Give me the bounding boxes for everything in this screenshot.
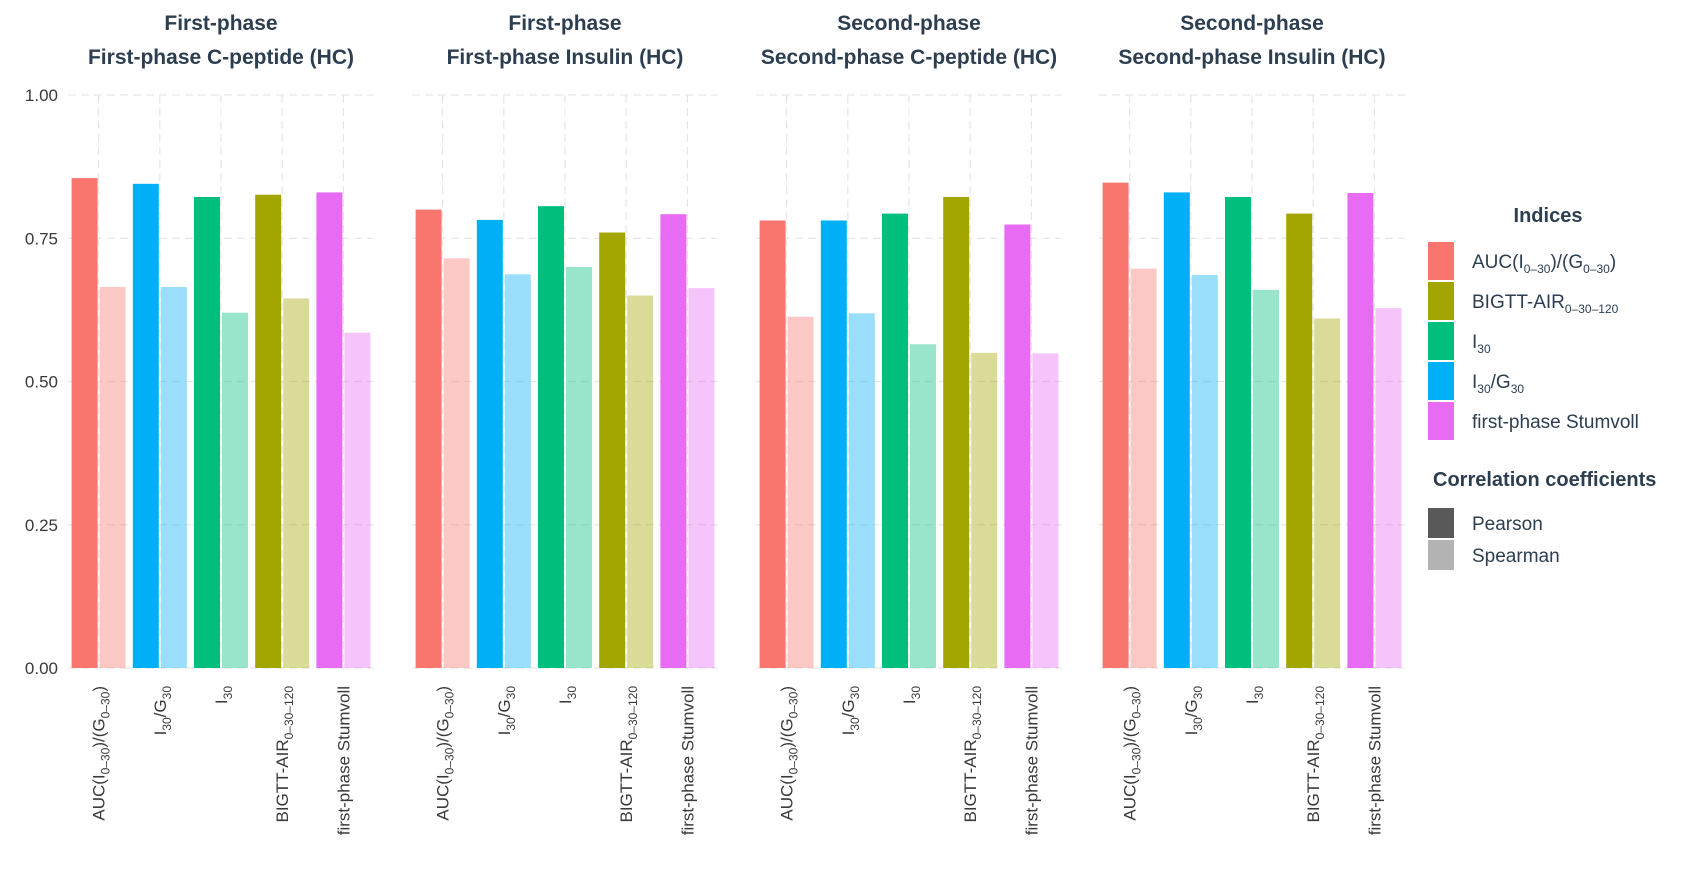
bar-spearman: [283, 298, 310, 668]
bar-spearman: [1253, 289, 1279, 668]
legend-label-indices: I30/G30: [1472, 372, 1524, 396]
panel-title-line2: Second-phase C-peptide (HC): [761, 46, 1057, 69]
bar-spearman: [160, 286, 187, 668]
panel-title-line1: Second-phase: [837, 12, 981, 35]
x-tick-label: I30: [900, 686, 923, 704]
legend-key-indices: [1428, 362, 1454, 400]
x-tick-label: AUC(I0–30)/(G0–30): [90, 686, 113, 821]
panel-1: First-phase First-phase C-peptide (HC) AUC…: [68, 12, 374, 835]
legend-label-indices: BIGTT-AIR0–30–120: [1472, 292, 1619, 316]
legend-key-indices: [1428, 322, 1454, 360]
bar-pearson: [194, 196, 220, 668]
bar-spearman: [787, 316, 814, 668]
bar-spearman: [222, 312, 248, 668]
x-tick-label: first-phase Stumvoll: [1365, 686, 1384, 835]
panel-title-line2: First-phase C-peptide (HC): [88, 46, 354, 69]
bar-spearman: [910, 344, 936, 668]
bar-pearson: [132, 183, 159, 668]
bar-pearson: [538, 206, 564, 669]
bar-pearson: [1102, 182, 1129, 668]
x-tick-label: BIGTT-AIR0–30–120: [961, 686, 984, 823]
legend-title-correlation: Correlation coefficients: [1433, 469, 1656, 491]
x-tick-label: AUC(I0–30)/(G0–30): [778, 686, 801, 821]
bar-pearson: [1004, 224, 1031, 669]
bar-pearson: [660, 214, 687, 668]
bar-spearman: [99, 286, 126, 668]
legend-label-correlation: Spearman: [1472, 546, 1560, 567]
bar-pearson: [1163, 192, 1190, 668]
legend-key-indices: [1428, 402, 1454, 440]
panel-title-line2: Second-phase Insulin (HC): [1118, 46, 1385, 69]
y-tick-label: 0.25: [25, 516, 58, 535]
bar-pearson: [1225, 196, 1251, 668]
y-tick-label: 0.00: [25, 659, 58, 678]
panel-title-line2: First-phase Insulin (HC): [447, 46, 684, 69]
legend-key-indices: [1428, 242, 1454, 280]
bar-spearman: [1130, 268, 1157, 668]
bar-pearson: [882, 213, 908, 668]
x-tick-label: I30/G30: [151, 686, 174, 736]
legend-key-correlation: [1428, 508, 1454, 538]
bar-pearson: [599, 232, 626, 668]
bar-pearson: [316, 192, 343, 668]
x-tick-label: first-phase Stumvoll: [678, 686, 697, 835]
y-tick-label: 0.50: [25, 373, 58, 392]
x-tick-label: I30/G30: [839, 686, 862, 736]
legend-key-correlation: [1428, 540, 1454, 570]
legend-title-indices: Indices: [1514, 205, 1583, 227]
x-tick-label: first-phase Stumvoll: [334, 686, 353, 835]
panel-title-line1: First-phase: [164, 12, 277, 35]
y-tick-label: 0.75: [25, 229, 58, 248]
legend-label-indices: I30: [1472, 332, 1491, 356]
panel-3: Second-phase Second-phase C-peptide (HC) A…: [756, 12, 1062, 835]
bar-pearson: [415, 209, 442, 668]
bar-spearman: [848, 313, 875, 668]
bar-spearman: [1375, 308, 1402, 668]
bar-pearson: [759, 220, 786, 668]
x-tick-label: first-phase Stumvoll: [1022, 686, 1041, 835]
y-tick-label: 1.00: [25, 86, 58, 105]
x-tick-label: I30: [212, 686, 235, 704]
bar-spearman: [566, 266, 592, 668]
x-tick-label: BIGTT-AIR0–30–120: [617, 686, 640, 823]
legend-key-indices: [1428, 282, 1454, 320]
panel-title-line1: Second-phase: [1180, 12, 1324, 35]
bar-spearman: [1032, 353, 1059, 668]
x-tick-label: BIGTT-AIR0–30–120: [273, 686, 296, 823]
bar-pearson: [255, 194, 282, 668]
legend-label-indices: AUC(I0–30)/(G0–30): [1472, 252, 1616, 276]
bar-spearman: [688, 288, 715, 668]
x-tick-label: I30/G30: [1182, 686, 1205, 736]
panel-4: Second-phase Second-phase Insulin (HC) AUC…: [1099, 12, 1405, 835]
legend-label-correlation: Pearson: [1472, 514, 1543, 535]
bar-pearson: [1286, 213, 1313, 668]
x-tick-label: I30: [556, 686, 579, 704]
bar-pearson: [71, 178, 98, 668]
bar-spearman: [344, 332, 371, 668]
bar-spearman: [971, 352, 998, 668]
bar-pearson: [820, 220, 847, 668]
x-tick-label: AUC(I0–30)/(G0–30): [434, 686, 457, 821]
legend-label-indices: first-phase Stumvoll: [1472, 412, 1639, 433]
bar-pearson: [1347, 192, 1374, 668]
x-tick-label: I30: [1243, 686, 1266, 704]
bar-spearman: [1191, 274, 1218, 668]
bar-spearman: [627, 295, 654, 668]
bar-pearson: [476, 219, 503, 668]
bar-pearson: [943, 196, 970, 668]
x-tick-label: I30/G30: [495, 686, 518, 736]
x-tick-label: AUC(I0–30)/(G0–30): [1121, 686, 1144, 821]
legend: Indices AUC(I0–30)/(G0–30) BIGTT-AIR0–30–1…: [1428, 205, 1656, 570]
bar-spearman: [443, 258, 470, 668]
x-tick-label: BIGTT-AIR0–30–120: [1304, 686, 1327, 823]
panel-2: First-phase First-phase Insulin (HC) AUC(I…: [412, 12, 718, 835]
bar-spearman: [1314, 318, 1341, 668]
bar-spearman: [504, 274, 531, 668]
panel-title-line1: First-phase: [508, 12, 621, 35]
